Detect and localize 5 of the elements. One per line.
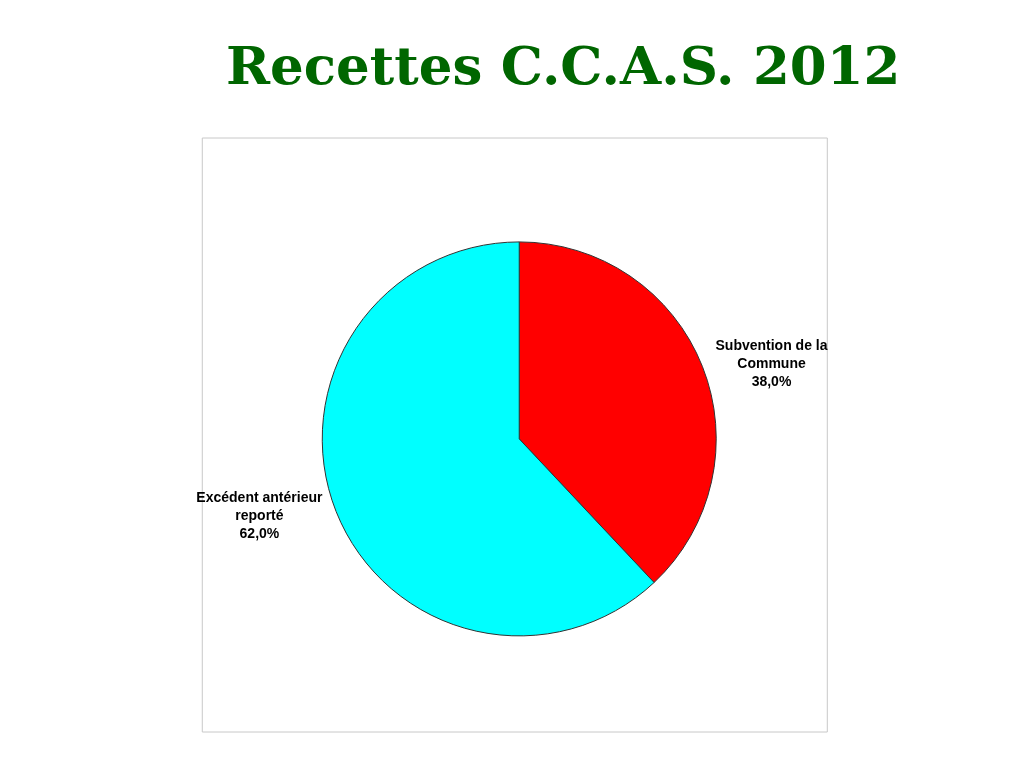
- data-label: 62,0%: [239, 525, 280, 542]
- slice-label: Excédent antérieur reporté: [196, 488, 323, 523]
- data-label: 38,0%: [751, 373, 792, 390]
- chart-title: Recettes C.C.A.S. 2012: [225, 33, 901, 96]
- slice-label: Subvention de la Commune: [715, 336, 828, 371]
